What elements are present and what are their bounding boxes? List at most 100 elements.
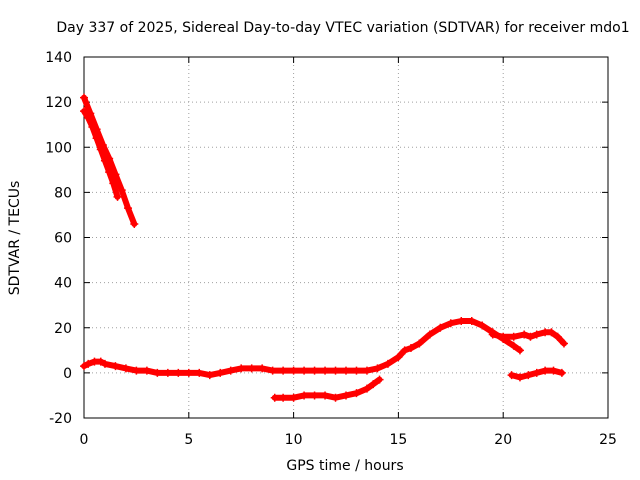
data-point (300, 391, 309, 400)
data-point (383, 359, 392, 368)
data-point (96, 357, 105, 366)
data-point (88, 122, 97, 131)
data-point (268, 366, 277, 375)
data-point (96, 145, 105, 154)
y-tick-label: 80 (54, 185, 72, 201)
data-point (80, 362, 88, 371)
data-point (174, 368, 183, 377)
data-point (394, 353, 403, 362)
series-trace (81, 318, 523, 379)
y-tick-label: 40 (54, 276, 72, 292)
data-point (507, 371, 516, 380)
data-point (467, 316, 476, 325)
data-point (289, 393, 298, 402)
y-axis-label: SDTVAR / TECUs (7, 181, 23, 296)
x-tick-label: 10 (285, 432, 303, 448)
data-point (84, 359, 93, 368)
data-point (124, 204, 133, 213)
data-point (541, 366, 550, 375)
series-arc-6 (507, 366, 566, 382)
data-point (216, 368, 225, 377)
data-point (247, 364, 256, 373)
data-point (509, 341, 518, 350)
data-point (369, 380, 378, 389)
data-point (553, 332, 562, 341)
data-point (184, 368, 193, 377)
data-point (153, 368, 162, 377)
data-point (524, 371, 533, 380)
data-point (111, 362, 120, 371)
data-point (130, 219, 139, 228)
x-tick-label: 0 (80, 432, 89, 448)
y-tick-label: -20 (49, 411, 72, 427)
y-tick-label: 120 (45, 95, 72, 111)
data-point (92, 134, 101, 143)
x-axis-label: GPS time / hours (286, 458, 403, 474)
data-point (457, 316, 466, 325)
data-point (342, 366, 350, 375)
y-tick-label: 140 (45, 50, 72, 66)
data-point (205, 371, 214, 380)
data-point (331, 366, 340, 375)
series-arc-3 (80, 316, 524, 380)
data-point (289, 366, 298, 375)
data-point (105, 168, 114, 177)
data-point (237, 364, 246, 373)
data-point (163, 368, 172, 377)
data-point (342, 391, 350, 400)
data-points (80, 93, 568, 402)
data-point (331, 393, 340, 402)
data-point (557, 368, 566, 377)
plot-frame (83, 56, 609, 419)
data-point (109, 179, 118, 188)
data-point (321, 391, 330, 400)
data-point (142, 366, 151, 375)
x-tick-label: 15 (389, 432, 407, 448)
data-point (425, 330, 434, 339)
data-point (226, 366, 235, 375)
data-point (515, 373, 524, 382)
data-point (478, 321, 487, 330)
data-point (132, 366, 141, 375)
data-point (195, 368, 204, 377)
axis-ticks: 0 5 10 15 20 25 -20 0 20 40 60 80 100 120 140 (45, 50, 617, 448)
data-point (321, 366, 330, 375)
series-arc-2 (80, 107, 122, 201)
data-point (258, 364, 267, 373)
x-tick-label: 20 (494, 432, 512, 448)
data-point (520, 330, 529, 339)
y-tick-label: 0 (63, 366, 72, 382)
data-point (446, 319, 455, 328)
data-point (84, 113, 93, 122)
series-arc-1 (80, 93, 139, 228)
data-point (362, 366, 371, 375)
data-point (100, 359, 109, 368)
data-point (532, 368, 541, 377)
data-point (113, 192, 122, 201)
data-point (80, 107, 88, 116)
y-tick-label: 100 (45, 140, 72, 156)
data-point (279, 393, 288, 402)
chart-title: Day 337 of 2025, Sidereal Day-to-day VTE… (56, 20, 629, 36)
data-point (121, 364, 130, 373)
y-tick-label: 20 (54, 321, 72, 337)
data-point (488, 330, 497, 339)
data-point (352, 389, 361, 398)
data-point (499, 332, 508, 341)
data-point (526, 332, 535, 341)
data-point (509, 332, 518, 341)
data-point (362, 384, 371, 393)
data-point (436, 323, 445, 332)
series-arc-4 (488, 328, 568, 348)
data-point (100, 156, 109, 165)
y-tick-label: 60 (54, 231, 72, 247)
grid (84, 57, 608, 418)
data-point (400, 346, 409, 355)
data-point (515, 346, 524, 355)
data-point (300, 366, 309, 375)
series-arc-5 (270, 375, 384, 402)
data-point (80, 93, 88, 102)
data-point (310, 391, 319, 400)
data-point (415, 339, 424, 348)
data-point (532, 330, 541, 339)
